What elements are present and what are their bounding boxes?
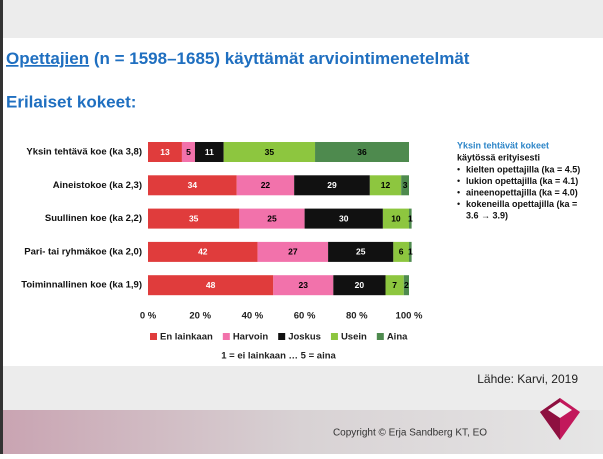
- bullet: •: [457, 164, 460, 174]
- value-label: 48: [206, 280, 216, 290]
- bar-segment: [294, 175, 370, 196]
- value-label: 25: [356, 247, 366, 257]
- bullet: •: [457, 176, 460, 186]
- side-item: 3.6 → 3.9): [466, 210, 508, 220]
- side-item: kielten opettajilla (ka = 4.5): [466, 164, 580, 174]
- bar-segment: [304, 208, 383, 229]
- category-label: Pari- tai ryhmäkoe (ka 2,0): [24, 246, 142, 257]
- slide-title: Opettajien (n = 1598–1685) käyttämät arv…: [6, 49, 470, 68]
- bar-segment: [369, 175, 402, 196]
- value-label: 30: [339, 213, 349, 223]
- x-tick-label: 40 %: [242, 311, 264, 322]
- bar-segment: [409, 208, 412, 229]
- bar-segment: [328, 241, 394, 262]
- value-label: 22: [261, 180, 271, 190]
- bar-segment: [401, 175, 409, 196]
- value-label: 6: [399, 247, 404, 257]
- bar-segment: [148, 175, 237, 196]
- bar-segment: [194, 142, 224, 162]
- value-label: 10: [391, 213, 401, 223]
- value-label: 13: [160, 147, 170, 157]
- value-label: 2: [404, 280, 409, 290]
- legend-swatch: [376, 333, 384, 340]
- x-tick-label: 80 %: [346, 311, 368, 322]
- bullet: •: [457, 187, 460, 197]
- bar-segment: [148, 275, 274, 296]
- side-intro: käytössä erityisesti: [457, 152, 540, 162]
- x-tick-label: 0 %: [140, 311, 157, 322]
- bar-segment: [181, 142, 195, 162]
- value-label: 23: [299, 280, 309, 290]
- bar-segment: [148, 208, 240, 229]
- left-border: [0, 0, 3, 454]
- legend-swatch: [150, 333, 157, 340]
- bar-segment: [223, 142, 316, 162]
- source: Lähde: Karvi, 2019: [477, 372, 578, 386]
- bar-segment: [148, 241, 258, 262]
- category-label: Aineistokoe (ka 2,3): [53, 180, 142, 191]
- title-rest: (n = 1598–1685) käyttämät arviointimenet…: [89, 49, 470, 68]
- value-label: 34: [188, 180, 198, 190]
- source-band: [3, 366, 603, 410]
- value-label: 12: [381, 180, 391, 190]
- side-heading: Yksin tehtävät kokeet: [457, 140, 549, 150]
- bar-segment: [393, 241, 409, 262]
- value-label: 42: [198, 247, 208, 257]
- bar-segment: [236, 175, 295, 196]
- legend-label: Harvoin: [233, 332, 269, 343]
- legend-label: En lainkaan: [160, 332, 213, 343]
- legend-label: Joskus: [288, 332, 321, 343]
- legend-label: Aina: [387, 332, 408, 343]
- bar-segment: [333, 275, 386, 296]
- value-label: 11: [205, 147, 214, 157]
- subtitle: Erilaiset kokeet:: [6, 92, 136, 111]
- bar-segment: [257, 241, 329, 262]
- bar-segment: [409, 241, 412, 262]
- value-label: 27: [288, 247, 298, 257]
- category-label: Suullinen koe (ka 2,2): [45, 213, 142, 224]
- category-label: Yksin tehtävä koe (ka 3,8): [26, 147, 142, 158]
- value-label: 20: [355, 280, 365, 290]
- legend-swatch: [278, 333, 286, 340]
- chart: 0 % 20 % 40 % 60 % 80 % 100 % Yksin tehtävä ko…: [21, 140, 580, 361]
- side-item: lukion opettajilla (ka = 4.1): [466, 176, 578, 186]
- value-label: 25: [267, 213, 277, 223]
- value-label: 1: [408, 213, 413, 223]
- value-label: 35: [189, 213, 199, 223]
- value-label: 3: [403, 180, 408, 190]
- bar-segment: [273, 275, 334, 296]
- value-label: 36: [357, 147, 367, 157]
- x-tick-label: 60 %: [294, 311, 316, 322]
- bar-segment: [148, 142, 182, 162]
- footer: Copyright © Erja Sandberg KT, EO: [333, 428, 487, 439]
- x-tick-label: 100 %: [396, 311, 423, 322]
- value-label: 5: [186, 147, 191, 157]
- value-label: 1: [408, 247, 413, 257]
- x-tick-label: 20 %: [189, 311, 211, 322]
- side-item: aineenopettajilla (ka = 4.0): [466, 187, 578, 197]
- chart-note: 1 = ei lainkaan … 5 = aina: [221, 351, 336, 362]
- bar-segment: [239, 208, 305, 229]
- side-item: kokeneilla opettajilla (ka =: [466, 199, 577, 209]
- value-label: 29: [327, 180, 337, 190]
- title-link[interactable]: Opettajien: [6, 49, 89, 68]
- logo: [540, 398, 580, 440]
- bar-segment: [315, 142, 409, 162]
- legend-swatch: [222, 333, 230, 340]
- legend-swatch: [330, 333, 338, 340]
- top-band: [0, 0, 603, 38]
- value-label: 7: [392, 280, 397, 290]
- bullet: •: [457, 199, 460, 209]
- category-label: Toiminnallinen koe (ka 1,9): [21, 280, 142, 291]
- legend-label: Usein: [341, 332, 367, 343]
- value-label: 35: [265, 147, 275, 157]
- footer-band: [3, 410, 603, 454]
- bar-segment: [385, 275, 404, 296]
- bar-segment: [382, 208, 409, 229]
- bar-segment: [403, 275, 409, 296]
